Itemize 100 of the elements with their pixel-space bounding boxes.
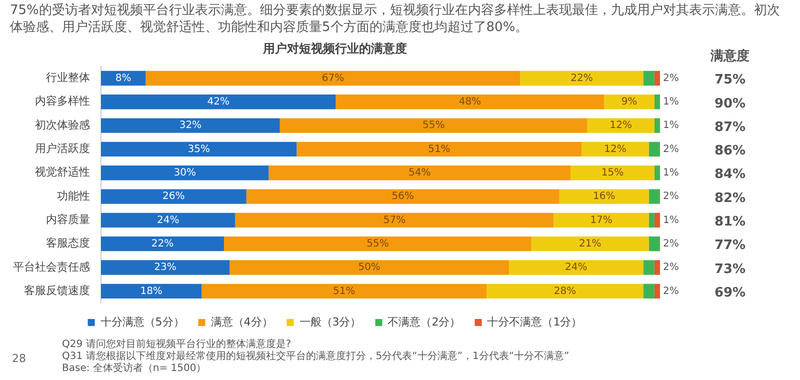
bar <box>101 166 269 180</box>
bar <box>559 189 649 204</box>
data-label: 12% <box>610 120 632 132</box>
data-label: 26% <box>162 191 185 202</box>
bar <box>296 142 582 157</box>
text: 81% <box>714 214 746 230</box>
bar <box>101 236 224 252</box>
data-label: 51% <box>333 286 356 297</box>
bar <box>654 260 660 275</box>
text: 84% <box>714 167 746 182</box>
y-tick-label: 初次体验感 <box>35 118 90 132</box>
bar <box>582 142 649 157</box>
bar <box>648 142 660 157</box>
y-tick-label: 用户活跃度 <box>35 142 90 156</box>
data-label: 1% <box>663 214 679 226</box>
text: 87% <box>714 120 746 135</box>
data-label: 35% <box>188 144 210 155</box>
data-label: 21% <box>579 238 602 250</box>
data-label: 24% <box>565 262 588 274</box>
text: 73% <box>714 262 746 277</box>
data-label: 67% <box>322 72 344 84</box>
bar <box>648 236 660 252</box>
data-label: 48% <box>458 96 482 108</box>
bar <box>643 284 654 299</box>
y-tick-label: 平台社会责任感 <box>13 260 90 274</box>
text: 86% <box>714 144 746 159</box>
bar <box>230 260 510 275</box>
bar <box>570 166 654 180</box>
bar <box>554 212 649 228</box>
legend-label: 一般（3分） <box>299 315 362 328</box>
y-tick-label: 行业整体 <box>46 71 90 84</box>
bar <box>643 260 654 275</box>
data-label: 42% <box>207 96 230 108</box>
data-label: 9% <box>621 96 638 108</box>
text: Base: 全体受访者（n= 1500） <box>62 363 208 375</box>
text: 82% <box>714 190 746 206</box>
text: 69% <box>714 286 746 301</box>
chart-subtitle: 75%的受访者对短视频平台行业表示满意。细分要素的数据显示，短视频行业在内容多样性上表现最佳，九成用户对其表示满意。初次体验感、用户活跃度、视觉舒适性、功能性和内容质量5个方面的满意度也均超过了80%。 <box>10 2 780 36</box>
bar <box>235 212 554 228</box>
bar <box>202 284 487 299</box>
text: 28 <box>12 352 26 365</box>
data-label: 1% <box>663 120 679 132</box>
bar <box>146 70 520 86</box>
text: 75% <box>714 72 746 88</box>
bar <box>654 118 660 133</box>
bar <box>280 118 588 133</box>
data-label: 18% <box>140 286 162 297</box>
data-label: 17% <box>590 214 612 226</box>
bar <box>654 284 660 299</box>
bar <box>246 189 560 204</box>
data-label: 2% <box>663 191 679 202</box>
bar <box>654 94 660 110</box>
text: Q29 请问您对目前短视频平台行业的整体满意度是? <box>62 339 292 350</box>
data-label: 23% <box>154 262 176 274</box>
bar <box>101 212 236 228</box>
chart-title: 用户对短视频行业的满意度 <box>262 41 407 56</box>
data-label: 12% <box>604 144 626 155</box>
bar <box>268 166 571 180</box>
y-tick-label: 功能性 <box>57 189 90 202</box>
bar <box>604 94 654 110</box>
bar <box>101 189 246 204</box>
bar <box>587 118 654 133</box>
bar <box>486 284 644 299</box>
text: 90% <box>714 96 746 112</box>
bar <box>654 70 660 86</box>
bar <box>654 166 660 180</box>
legend-label: 十分满意（5分） <box>100 315 184 328</box>
data-label: 2% <box>663 72 679 84</box>
bar <box>101 260 230 275</box>
data-label: 8% <box>115 72 132 84</box>
bar <box>336 94 604 110</box>
data-label: 56% <box>392 191 414 202</box>
text: 77% <box>714 238 746 254</box>
y-tick-label: 视觉舒适性 <box>35 166 90 179</box>
data-label: 2% <box>663 286 679 297</box>
y-tick-label: 客服反馈速度 <box>24 284 90 298</box>
bar <box>101 284 202 299</box>
legend-label: 满意（4分） <box>210 315 273 328</box>
bar <box>531 236 649 252</box>
bar <box>101 142 297 157</box>
data-label: 1% <box>663 167 679 178</box>
bar <box>101 118 280 133</box>
legend-label: 十分不满意（1分） <box>487 315 582 328</box>
data-label: 22% <box>570 72 593 84</box>
data-label: 30% <box>174 167 196 178</box>
y-tick-label: 内容质量 <box>46 213 90 226</box>
data-label: 55% <box>366 238 389 250</box>
data-label: 32% <box>179 120 202 132</box>
data-label: 24% <box>156 214 180 226</box>
data-label: 50% <box>358 262 380 274</box>
bar <box>648 189 660 204</box>
data-label: 2% <box>663 262 679 274</box>
legend-label: 不满意（2分） <box>388 315 461 328</box>
bar <box>643 70 654 86</box>
data-label: 16% <box>592 191 616 202</box>
data-label: 28% <box>554 286 576 297</box>
text: Q31 请您根据以下维度对最经常使用的短视频社交平台的满意度打分，5分代表“十分满意”，1分代表“十分不满意” <box>62 351 570 362</box>
data-label: 54% <box>408 167 431 178</box>
y-tick-label: 客服态度 <box>46 236 90 250</box>
data-label: 2% <box>663 144 679 155</box>
